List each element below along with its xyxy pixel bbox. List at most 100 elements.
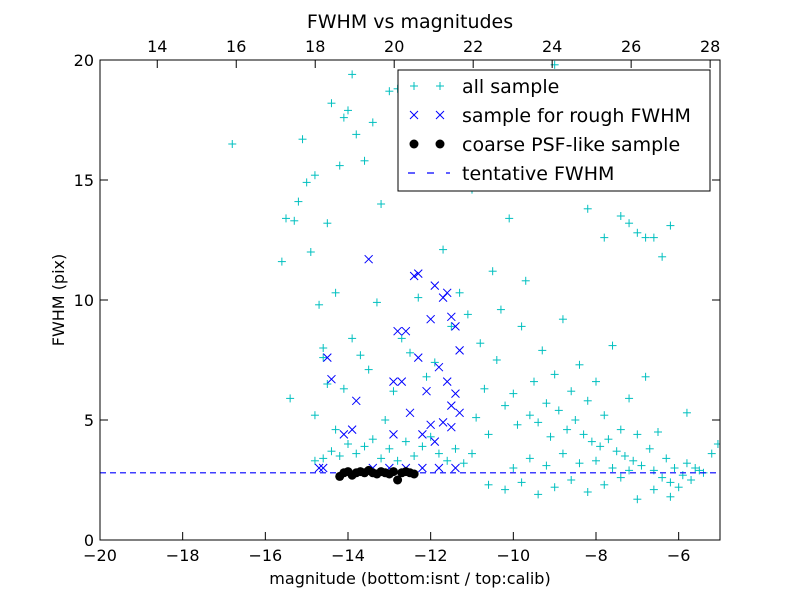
- all-sample-point: [476, 339, 485, 348]
- all-sample-point: [517, 322, 526, 331]
- all-sample-point: [348, 70, 357, 79]
- all-sample-point: [658, 252, 667, 261]
- all-sample-point: [468, 449, 476, 458]
- y-axis: 0 5 10 15 20: [74, 51, 720, 550]
- all-sample-point: [352, 130, 361, 139]
- all-sample-point: [418, 442, 427, 451]
- rough-fwhm-point: [442, 377, 452, 386]
- all-sample-point: [459, 459, 468, 468]
- all-sample-point: [707, 449, 716, 458]
- series-psf-like: [335, 465, 419, 485]
- legend-label-all-sample: all sample: [462, 76, 559, 98]
- all-sample-point: [484, 480, 493, 489]
- x-tick-label: −12: [414, 546, 448, 565]
- rough-fwhm-point: [401, 326, 411, 336]
- rough-fwhm-point: [409, 271, 419, 281]
- rough-fwhm-point: [418, 463, 427, 473]
- rough-fwhm-point: [455, 346, 464, 355]
- all-sample-point: [600, 411, 609, 420]
- all-sample-point: [501, 401, 510, 410]
- all-sample-point: [616, 425, 625, 434]
- y-tick-label: 0: [84, 531, 94, 550]
- legend-box: [397, 69, 711, 192]
- all-sample-point: [662, 454, 671, 463]
- all-sample-point: [509, 464, 518, 472]
- legend-plus-marker: [410, 82, 444, 90]
- rough-fwhm-point: [389, 430, 398, 439]
- all-sample-point: [687, 476, 696, 484]
- all-sample-point: [319, 344, 328, 352]
- all-sample-point: [558, 449, 567, 458]
- series-all-sample: [228, 60, 720, 504]
- all-sample-point: [372, 298, 381, 307]
- all-sample-point: [608, 464, 617, 472]
- all-sample-point: [356, 351, 365, 360]
- x-axis-label: magnitude (bottom:isnt / top:calib): [269, 569, 550, 588]
- all-sample-point: [713, 440, 720, 448]
- legend-marker-right: [435, 139, 445, 149]
- rough-fwhm-point: [418, 430, 427, 439]
- all-sample-point: [546, 432, 555, 441]
- all-sample-point: [410, 452, 419, 460]
- all-sample-point: [554, 406, 563, 415]
- all-sample-point: [310, 171, 319, 180]
- all-sample-point: [348, 334, 357, 343]
- all-sample-point: [488, 267, 497, 276]
- all-sample-point: [670, 464, 679, 472]
- all-sample-point: [277, 257, 286, 266]
- all-sample-point: [587, 437, 596, 446]
- x-axis-top: 14 16 18 20 22 24 26 28: [147, 37, 720, 68]
- all-sample-point: [604, 435, 613, 444]
- y-tick-label: 5: [84, 411, 94, 430]
- rough-fwhm-point: [430, 281, 440, 290]
- legend-label-rough-fwhm: sample for rough FWHM: [462, 105, 691, 127]
- rough-fwhm-point: [405, 408, 415, 418]
- rough-fwhm-point: [434, 362, 444, 372]
- all-sample-point: [521, 276, 530, 285]
- psf-like-point: [388, 467, 398, 477]
- psf-like-point: [409, 469, 419, 479]
- all-sample-point: [625, 394, 634, 403]
- all-sample-point: [496, 305, 505, 314]
- all-sample-point: [228, 140, 237, 148]
- all-sample-point: [323, 219, 332, 228]
- all-sample-point: [658, 473, 667, 482]
- legend-marker-left: [410, 82, 418, 90]
- all-sample-point: [463, 310, 472, 319]
- all-sample-point: [319, 353, 328, 362]
- all-sample-point: [550, 483, 559, 492]
- top-tick-label: 14: [147, 37, 167, 56]
- all-sample-point: [406, 348, 414, 357]
- all-sample-point: [385, 444, 394, 453]
- x-axis-bottom: −20 −18 −16 −14 −12 −10 −8 −6: [83, 532, 690, 565]
- all-sample-point: [530, 377, 538, 386]
- all-sample-point: [339, 113, 348, 122]
- all-sample-point: [567, 387, 576, 396]
- rough-fwhm-point: [327, 374, 336, 384]
- all-sample-point: [654, 428, 662, 436]
- all-sample-point: [625, 466, 634, 475]
- all-sample-point: [422, 372, 431, 381]
- all-sample-point: [542, 461, 551, 470]
- all-sample-point: [534, 418, 543, 427]
- legend-label-tentative-fwhm: tentative FWHM: [462, 163, 614, 185]
- all-sample-point: [339, 384, 348, 393]
- all-sample-point: [344, 106, 352, 115]
- all-sample-point: [575, 459, 584, 468]
- all-sample-point: [682, 459, 691, 468]
- all-sample-point: [385, 87, 394, 96]
- all-sample-point: [414, 293, 423, 302]
- rough-fwhm-point: [389, 377, 398, 386]
- all-sample-point: [600, 233, 609, 242]
- all-sample-point: [682, 408, 691, 417]
- legend-marker-right: [435, 110, 445, 120]
- all-sample-point: [389, 387, 398, 396]
- legend-entry-rough-fwhm: sample for rough FWHM: [409, 105, 691, 127]
- rough-fwhm-point: [426, 420, 436, 430]
- legend-x-marker: [409, 110, 445, 120]
- rough-fwhm-point: [413, 269, 423, 278]
- all-sample-point: [509, 389, 518, 398]
- all-sample-point: [352, 449, 361, 458]
- legend-entry-psf-like: coarse PSF-like sample: [409, 134, 680, 156]
- all-sample-point: [691, 464, 700, 472]
